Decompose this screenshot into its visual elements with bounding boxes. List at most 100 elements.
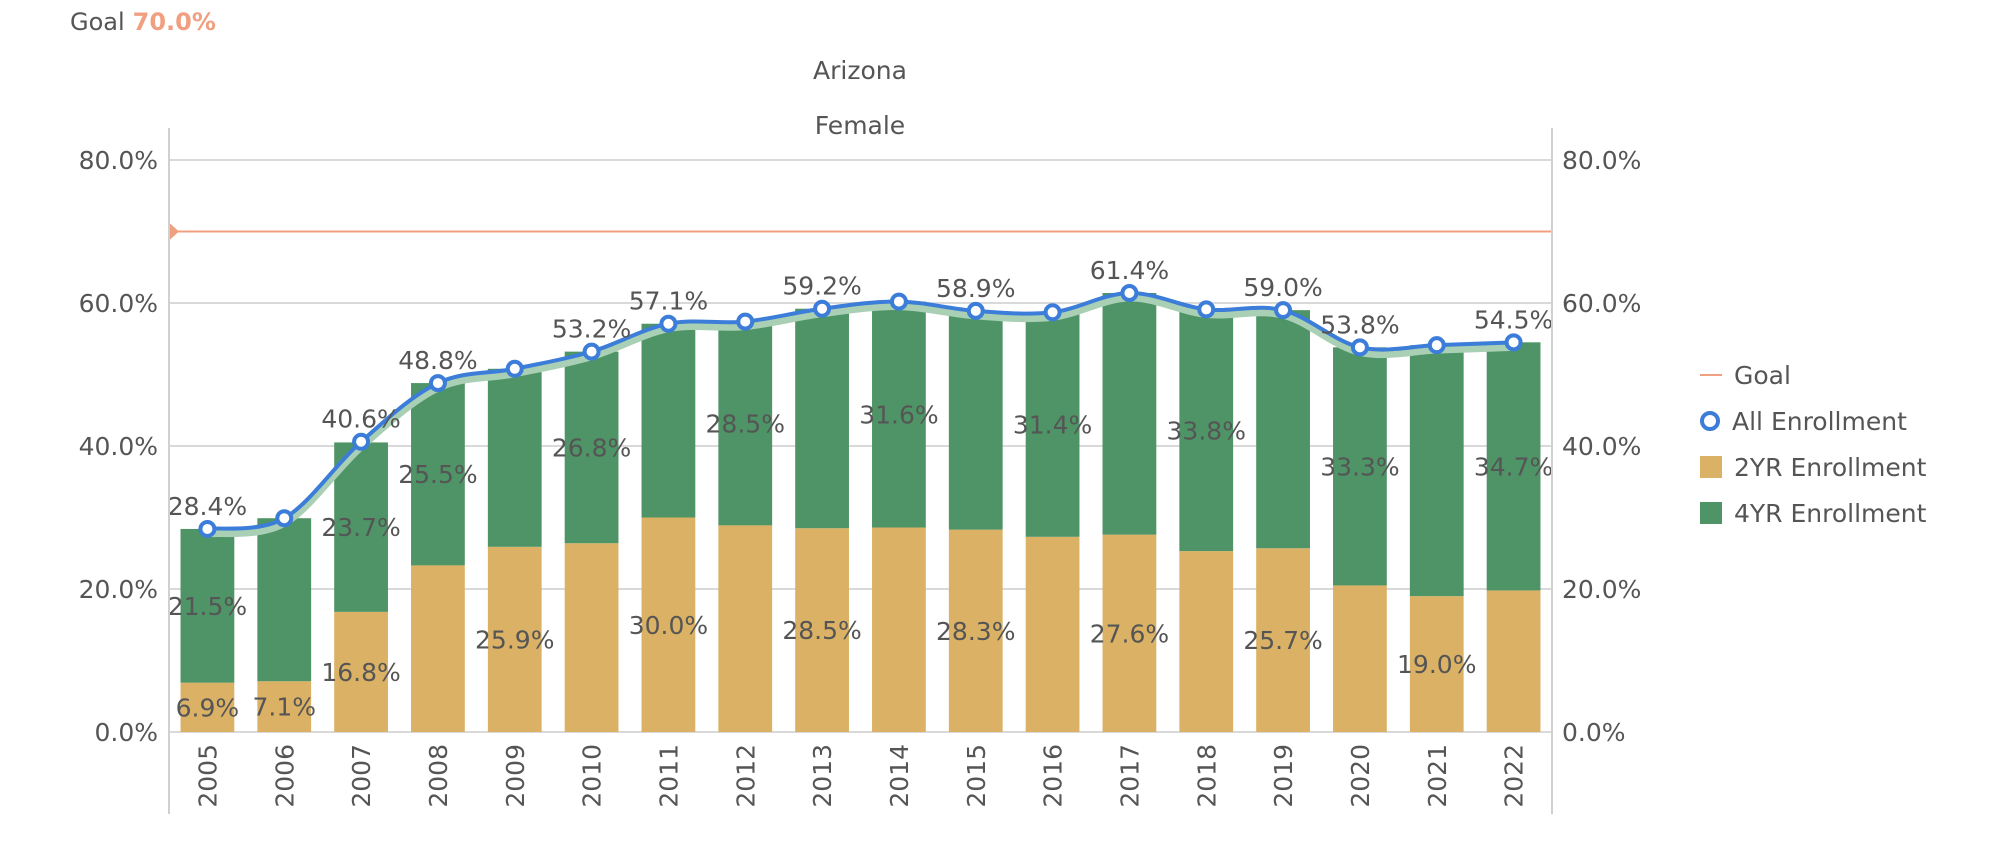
x-tick-label: 2018 [1192, 744, 1221, 808]
point-all-enrollment [275, 509, 294, 528]
bar-2yr [948, 529, 1003, 732]
bar-2yr [795, 528, 849, 732]
square-swatch-icon [1700, 502, 1722, 524]
point-all-enrollment [889, 292, 908, 311]
point-all-enrollment [736, 312, 755, 331]
y2-tick-label: 40.0% [1562, 432, 1641, 461]
chart-title: Arizona [813, 56, 907, 85]
bar-4yr [1486, 342, 1541, 591]
point-all-enrollment [1350, 338, 1369, 357]
x-tick-label: 2012 [731, 744, 760, 808]
data-label-2yr: 27.6% [1090, 619, 1169, 648]
square-swatch-icon [1700, 456, 1722, 478]
bar-2yr [257, 681, 312, 732]
data-label-all: 48.8% [398, 346, 477, 375]
y2-tick-label: 20.0% [1562, 575, 1641, 604]
point-all-enrollment [582, 342, 601, 361]
data-label-all: 59.0% [1243, 273, 1322, 302]
legend-item-all[interactable]: All Enrollment [1700, 398, 1926, 444]
x-tick-label: 2016 [1039, 744, 1068, 808]
bar-2yr [334, 611, 388, 732]
bar-2yr [180, 682, 235, 732]
legend-item-2yr[interactable]: 2YR Enrollment [1700, 444, 1926, 490]
bar-4yr [718, 321, 773, 526]
data-label-all: 58.9% [936, 274, 1015, 303]
point-all-enrollment [1043, 303, 1062, 322]
point-all-enrollment [1427, 336, 1446, 355]
x-tick-label: 2019 [1269, 744, 1298, 808]
x-tick-label: 2020 [1346, 744, 1375, 808]
y-tick-label: 0.0% [94, 718, 158, 747]
data-label-all: 54.5% [1474, 305, 1553, 334]
goal-line-icon [1700, 374, 1722, 376]
data-label-4yr: 23.7% [321, 513, 400, 542]
data-label-2yr: 6.9% [176, 693, 240, 722]
x-tick-label: 2010 [578, 744, 607, 808]
chart-subtitle: Female [815, 111, 905, 140]
x-tick-label: 2008 [424, 744, 453, 808]
data-label-4yr: 28.5% [706, 409, 785, 438]
bar-2yr [1256, 548, 1310, 732]
bar-2yr [1409, 596, 1464, 732]
point-all-enrollment [352, 432, 371, 451]
point-all-enrollment [966, 301, 985, 320]
bar-2yr [564, 543, 619, 732]
data-label-2yr: 16.8% [321, 658, 400, 687]
x-tick-label: 2015 [962, 744, 991, 808]
x-tick-label: 2022 [1500, 744, 1529, 808]
bar-2yr [718, 525, 773, 732]
data-label-all: 40.6% [321, 405, 400, 434]
point-all-enrollment [505, 359, 524, 378]
data-label-all: 28.4% [168, 492, 247, 521]
point-all-enrollment [428, 374, 447, 393]
circle-marker-icon [1700, 411, 1720, 431]
bar-4yr [487, 368, 542, 547]
x-tick-label: 2006 [270, 744, 299, 808]
bar-4yr [1409, 345, 1464, 597]
x-tick-label: 2005 [193, 744, 222, 808]
bar-4yr [948, 310, 1003, 530]
data-label-2yr: 19.0% [1397, 650, 1476, 679]
data-label-4yr: 26.8% [552, 433, 631, 462]
y2-tick-label: 80.0% [1562, 146, 1641, 175]
legend-item-4yr[interactable]: 4YR Enrollment [1700, 490, 1926, 536]
point-all-enrollment [1197, 300, 1216, 319]
data-label-2yr: 28.5% [782, 616, 861, 645]
data-label-all: 61.4% [1090, 256, 1169, 285]
goal-readout: Goal 70.0% [70, 8, 216, 36]
data-label-all: 57.1% [629, 287, 708, 316]
data-label-2yr: 25.7% [1243, 626, 1322, 655]
data-label-all: 59.2% [782, 272, 861, 301]
bar-4yr [411, 383, 465, 566]
goal-value: 70.0% [132, 8, 216, 36]
bar-2yr [411, 565, 465, 732]
y-tick-label: 60.0% [79, 289, 158, 318]
bar-2yr [1025, 536, 1080, 732]
data-label-4yr: 33.8% [1167, 416, 1246, 445]
bar-4yr [564, 351, 619, 544]
point-all-enrollment [659, 314, 678, 333]
y-tick-label: 20.0% [79, 575, 158, 604]
bar-2yr [1179, 551, 1234, 732]
point-all-enrollment [1504, 333, 1523, 352]
bar-4yr [1333, 347, 1387, 586]
data-label-all: 53.8% [1320, 310, 1399, 339]
legend-item-goal[interactable]: Goal [1700, 352, 1926, 398]
data-label-4yr: 21.5% [168, 592, 247, 621]
x-tick-label: 2017 [1115, 744, 1144, 808]
bar-4yr [1025, 312, 1080, 537]
bar-4yr [1179, 309, 1234, 552]
bar-2yr [872, 527, 926, 732]
data-label-all: 53.2% [552, 315, 631, 344]
data-label-2yr: 25.9% [475, 625, 554, 654]
bar-2yr [641, 517, 696, 732]
data-label-4yr: 31.4% [1013, 411, 1092, 440]
data-label-2yr: 28.3% [936, 617, 1015, 646]
goal-marker [169, 222, 179, 241]
data-label-4yr: 31.6% [859, 401, 938, 430]
bar-2yr [1486, 590, 1541, 732]
legend-label: 2YR Enrollment [1734, 452, 1927, 482]
legend-label: Goal [1734, 360, 1791, 390]
bar-2yr [1102, 534, 1157, 732]
